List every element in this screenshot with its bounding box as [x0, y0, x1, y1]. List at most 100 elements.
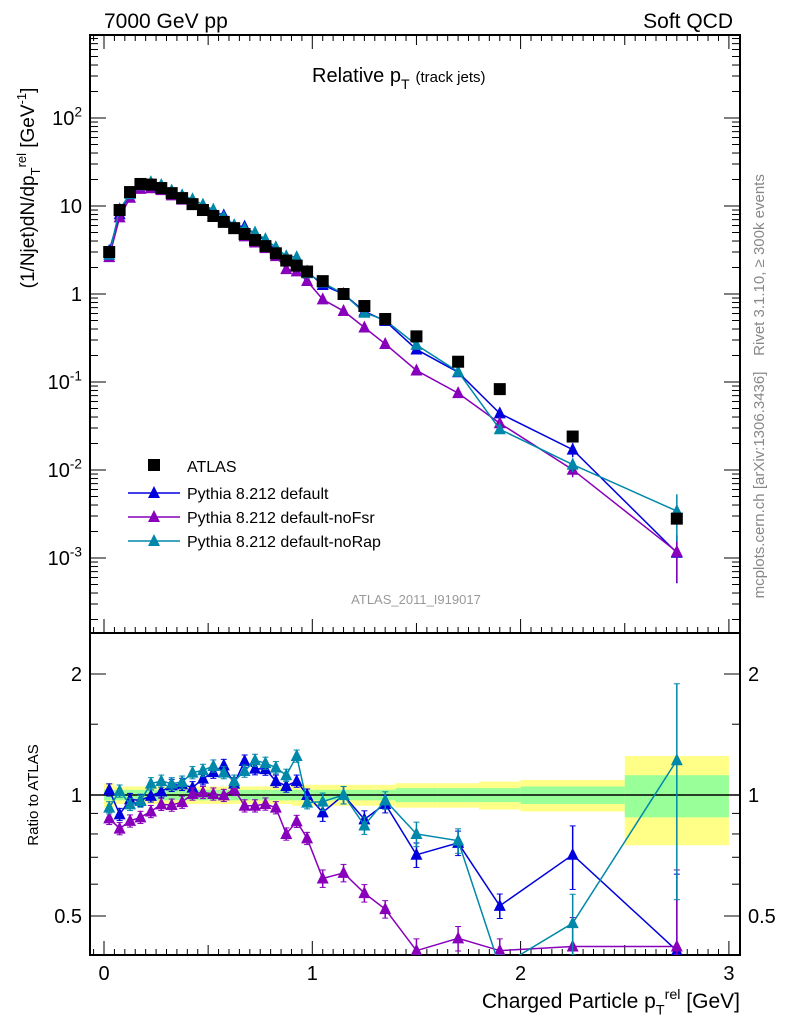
ratio-point — [196, 785, 209, 798]
legend: ATLAS Pythia 8.212 default Pythia 8.212 de… — [128, 459, 381, 551]
series-point — [337, 304, 350, 317]
ratio-point — [290, 814, 303, 827]
data-point — [280, 254, 293, 267]
ratio-point — [155, 774, 168, 787]
y-tick-label: 10^-1 — [48, 369, 82, 394]
ratio-point — [493, 898, 506, 911]
legend-marker — [148, 486, 160, 498]
data-point — [134, 177, 147, 190]
data-point — [290, 259, 303, 272]
y-tick-label: 10^-2 — [48, 457, 82, 482]
ratio-point — [290, 774, 303, 787]
ratio-point — [186, 765, 199, 778]
ratio-point — [337, 865, 350, 878]
data-point — [186, 198, 199, 211]
ratio-point — [358, 886, 371, 899]
header-right: Soft QCD — [643, 10, 733, 33]
ratio-point — [228, 774, 241, 787]
ratio-point — [196, 771, 209, 784]
data-point — [249, 234, 262, 247]
legend-marker — [148, 510, 160, 522]
ratio-point — [113, 807, 126, 820]
data-point — [113, 204, 126, 217]
ratio-point — [249, 798, 262, 811]
series-point — [410, 337, 423, 350]
ratio-tick-label: 2 — [71, 664, 82, 686]
ratio-point — [238, 764, 251, 777]
data-point — [207, 209, 220, 222]
legend-label: Pythia 8.212 default-noRap — [187, 534, 381, 551]
ratio-point — [228, 782, 241, 795]
ratio-point — [176, 795, 189, 808]
ratio-tick-label: 1 — [71, 785, 82, 807]
ratio-tick-label: 0.5 — [54, 906, 82, 928]
ratio-point — [124, 813, 137, 826]
ratio-point — [238, 754, 251, 767]
plot-title: Relative pT (track jets) — [312, 65, 486, 92]
y-axis-label: (1/Njet)dN/dp_T^rel [GeV^-1] — [14, 88, 43, 289]
series-point — [493, 406, 506, 419]
ratio-point — [301, 831, 314, 844]
data-point — [410, 330, 423, 343]
ratio-point — [113, 821, 126, 834]
data-point — [269, 247, 282, 260]
series-point — [290, 250, 303, 263]
ratio-point — [494, 943, 506, 955]
ratio-point — [566, 916, 579, 929]
ratio-point — [249, 761, 262, 774]
data-point — [238, 228, 251, 241]
ratio-point — [217, 758, 230, 771]
series-point — [316, 292, 329, 305]
series-point — [452, 364, 465, 377]
ratio-point — [316, 794, 329, 807]
ratio-point — [452, 931, 465, 944]
series-point — [566, 457, 579, 470]
y-tick-label: 10^-3 — [48, 545, 82, 570]
y-tick-label: 10 — [60, 196, 82, 218]
data-point — [379, 312, 392, 325]
data-point — [196, 204, 209, 217]
ratio-point — [103, 800, 116, 813]
analysis-label: ATLAS_2011_I919017 — [351, 592, 481, 607]
series-point — [280, 262, 293, 275]
x-tick-label: 2 — [515, 963, 526, 985]
ratio-point — [249, 753, 262, 766]
ratio-point — [124, 797, 137, 810]
main-marks — [103, 175, 683, 584]
ratio-point — [452, 833, 465, 846]
ratio-point — [301, 795, 314, 808]
ratio-point — [186, 786, 199, 799]
ratio-point — [207, 758, 220, 771]
data-point — [124, 186, 137, 199]
ratio-point — [217, 765, 230, 778]
ratio-point — [217, 788, 230, 801]
series-point — [379, 336, 392, 349]
series-point — [452, 386, 465, 399]
series-point — [493, 422, 506, 435]
ratio-point — [165, 776, 178, 789]
ratio-point — [186, 780, 199, 793]
ratio-point — [259, 796, 272, 809]
data-point — [493, 383, 506, 396]
legend-label: Pythia 8.212 default-noFsr — [187, 510, 375, 527]
data-point — [358, 300, 371, 313]
ratio-point — [155, 797, 168, 810]
data-point — [337, 288, 350, 300]
ratio-point — [238, 798, 251, 811]
series-point — [670, 544, 683, 557]
legend-label: Pythia 8.212 default — [187, 486, 329, 503]
rivet-label: Rivet 3.1.10, ≥ 300k events — [751, 174, 768, 356]
header-left: 7000 GeV pp — [104, 10, 228, 33]
y-tick-label: 1 — [71, 284, 82, 306]
data-point — [259, 240, 272, 253]
x-tick-label: 0 — [98, 963, 109, 985]
ratio-point — [103, 811, 116, 824]
ratio-point — [410, 943, 423, 955]
ratio-point — [155, 784, 168, 797]
data-point — [301, 265, 314, 278]
ratio-point — [670, 939, 683, 952]
ratio-point — [410, 847, 423, 860]
ratio-tick-label-right: 0.5 — [748, 906, 776, 928]
mcplots-label: mcplots.cern.ch [arXiv:1306.3436] — [751, 372, 768, 599]
